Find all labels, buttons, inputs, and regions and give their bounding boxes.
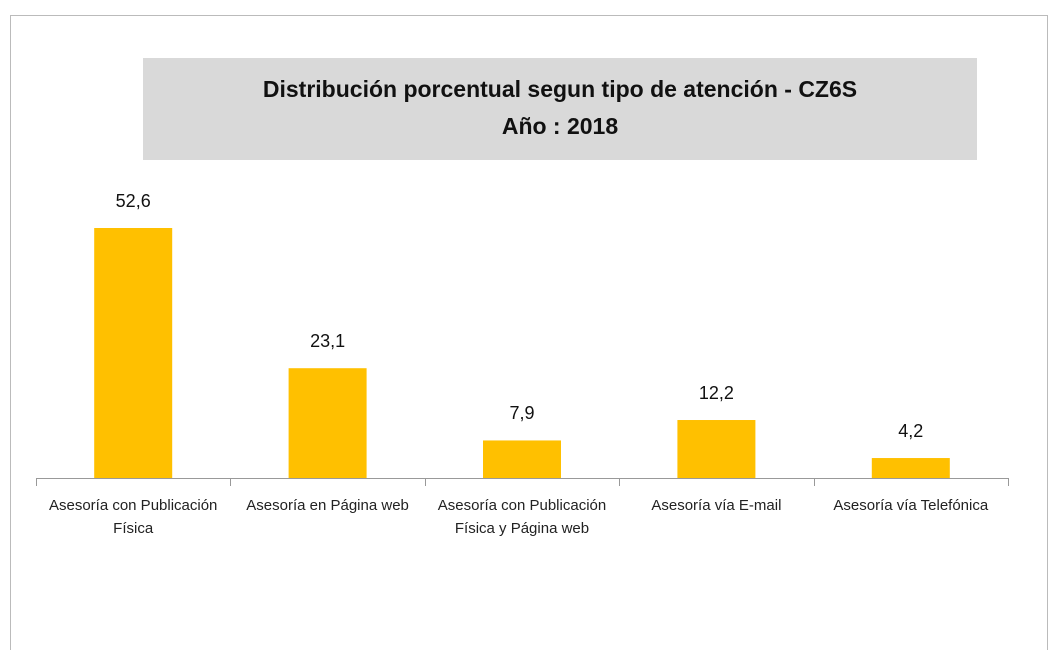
data-label: 4,2 [898, 421, 923, 441]
data-label: 7,9 [509, 403, 534, 423]
chart-subtitle: Año : 2018 [502, 113, 619, 139]
bar [288, 368, 367, 478]
bar [871, 458, 950, 478]
title-box [143, 58, 977, 160]
x-tick-label: Asesoría con Publicación Física y Página… [437, 497, 607, 537]
chart-title: Distribución porcentual segun tipo de at… [263, 76, 857, 102]
bar [677, 420, 756, 478]
bar [483, 440, 561, 478]
x-tick-label: Asesoría vía E-mail [651, 497, 782, 514]
x-tick-label: Asesoría con Publicación Física [48, 497, 218, 537]
data-label: 23,1 [310, 331, 345, 351]
chart-border [10, 15, 1048, 650]
bar [94, 228, 173, 478]
x-tick-label: Asesoría en Página web [246, 497, 409, 514]
x-tick-label: Asesoría vía Telefónica [833, 497, 989, 514]
data-label: 52,6 [116, 191, 151, 211]
data-label: 12,2 [699, 383, 734, 403]
